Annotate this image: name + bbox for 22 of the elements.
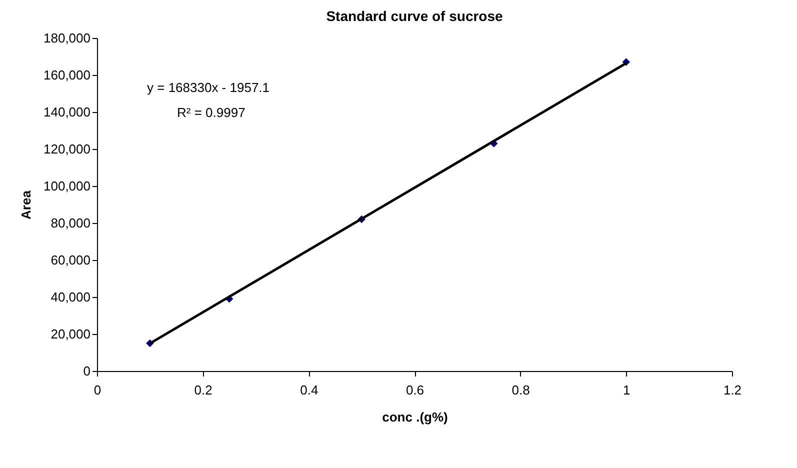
x-tick-label: 0	[94, 382, 102, 398]
y-tick-label: 140,000	[44, 104, 90, 120]
x-tick-label: 0.8	[512, 382, 530, 398]
chart-title: Standard curve of sucrose	[326, 8, 504, 24]
x-tick-label: 0.4	[300, 382, 318, 398]
annotation: R² = 0.9997	[177, 105, 246, 120]
y-tick-label: 80,000	[50, 216, 90, 230]
x-tick-label: 0.6	[406, 382, 424, 398]
y-tick-label: 60,000	[50, 252, 90, 268]
y-tick-label: 40,000	[50, 290, 90, 304]
y-tick-label: 20,000	[50, 326, 90, 342]
x-tick-label: 0.2	[194, 382, 212, 398]
annotation: y = 168330x - 1957.1	[147, 80, 270, 95]
y-axis-title: Area	[18, 190, 34, 220]
y-tick-label: 160,000	[44, 68, 90, 82]
x-axis-title: conc .(g%)	[382, 410, 448, 424]
y-tick-label: 100,000	[44, 178, 90, 194]
x-tick-label: 1.2	[723, 382, 742, 398]
y-tick-label: 180,000	[44, 30, 90, 46]
x-tick-label: 1	[623, 382, 630, 398]
y-tick-label: 0	[83, 364, 90, 378]
y-tick-label: 120,000	[44, 142, 90, 156]
